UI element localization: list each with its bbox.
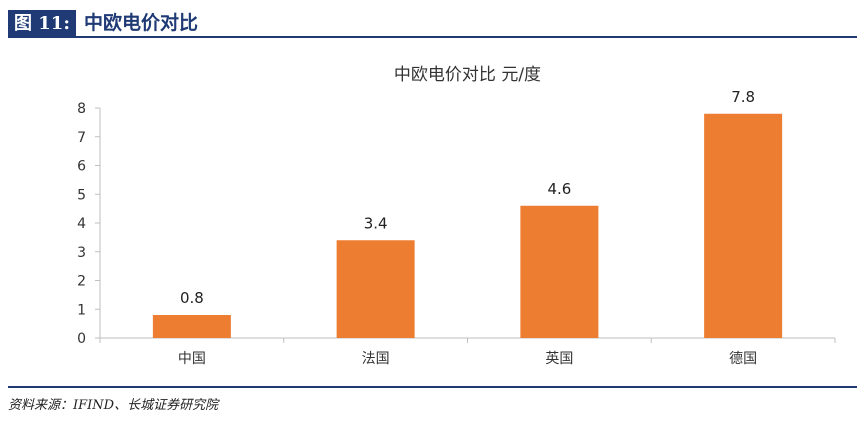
data-label: 0.8	[180, 289, 204, 307]
figure-title: 中欧电价对比	[83, 12, 198, 34]
x-tick-label: 德国	[729, 351, 757, 367]
y-tick-label: 7	[77, 130, 86, 146]
y-tick-label: 0	[77, 331, 86, 347]
data-label: 3.4	[364, 214, 388, 232]
bar-3	[704, 113, 783, 338]
x-tick-label: 英国	[545, 350, 573, 367]
bar-chart: 中欧电价对比 元/度 0 1 2 3 4 5 6 7 8 0.8 中国 3.4 法国 4.6 英国 7.8 德国	[77, 65, 836, 367]
figure-header: 图 11: 中欧电价对比	[8, 6, 857, 38]
figure-label: 图 11:	[8, 10, 76, 36]
y-tick-label: 1	[77, 302, 86, 318]
bar-1	[336, 240, 415, 338]
y-tick-label: 6	[77, 159, 86, 175]
y-tick-label: 3	[77, 245, 86, 261]
x-tick-label: 法国	[362, 351, 390, 367]
data-label: 7.8	[731, 88, 755, 106]
chart-title: 中欧电价对比 元/度	[394, 65, 541, 85]
bar-2	[520, 205, 599, 338]
y-tick-label: 2	[77, 274, 86, 290]
source-note: 资料来源：IFIND、长城证券研究院	[8, 386, 857, 413]
data-label: 4.6	[547, 180, 571, 198]
y-tick-label: 4	[77, 216, 86, 232]
x-tick-label: 中国	[178, 351, 206, 367]
bar-0	[152, 315, 231, 338]
y-tick-label: 8	[77, 101, 86, 117]
y-tick-label: 5	[77, 187, 86, 203]
